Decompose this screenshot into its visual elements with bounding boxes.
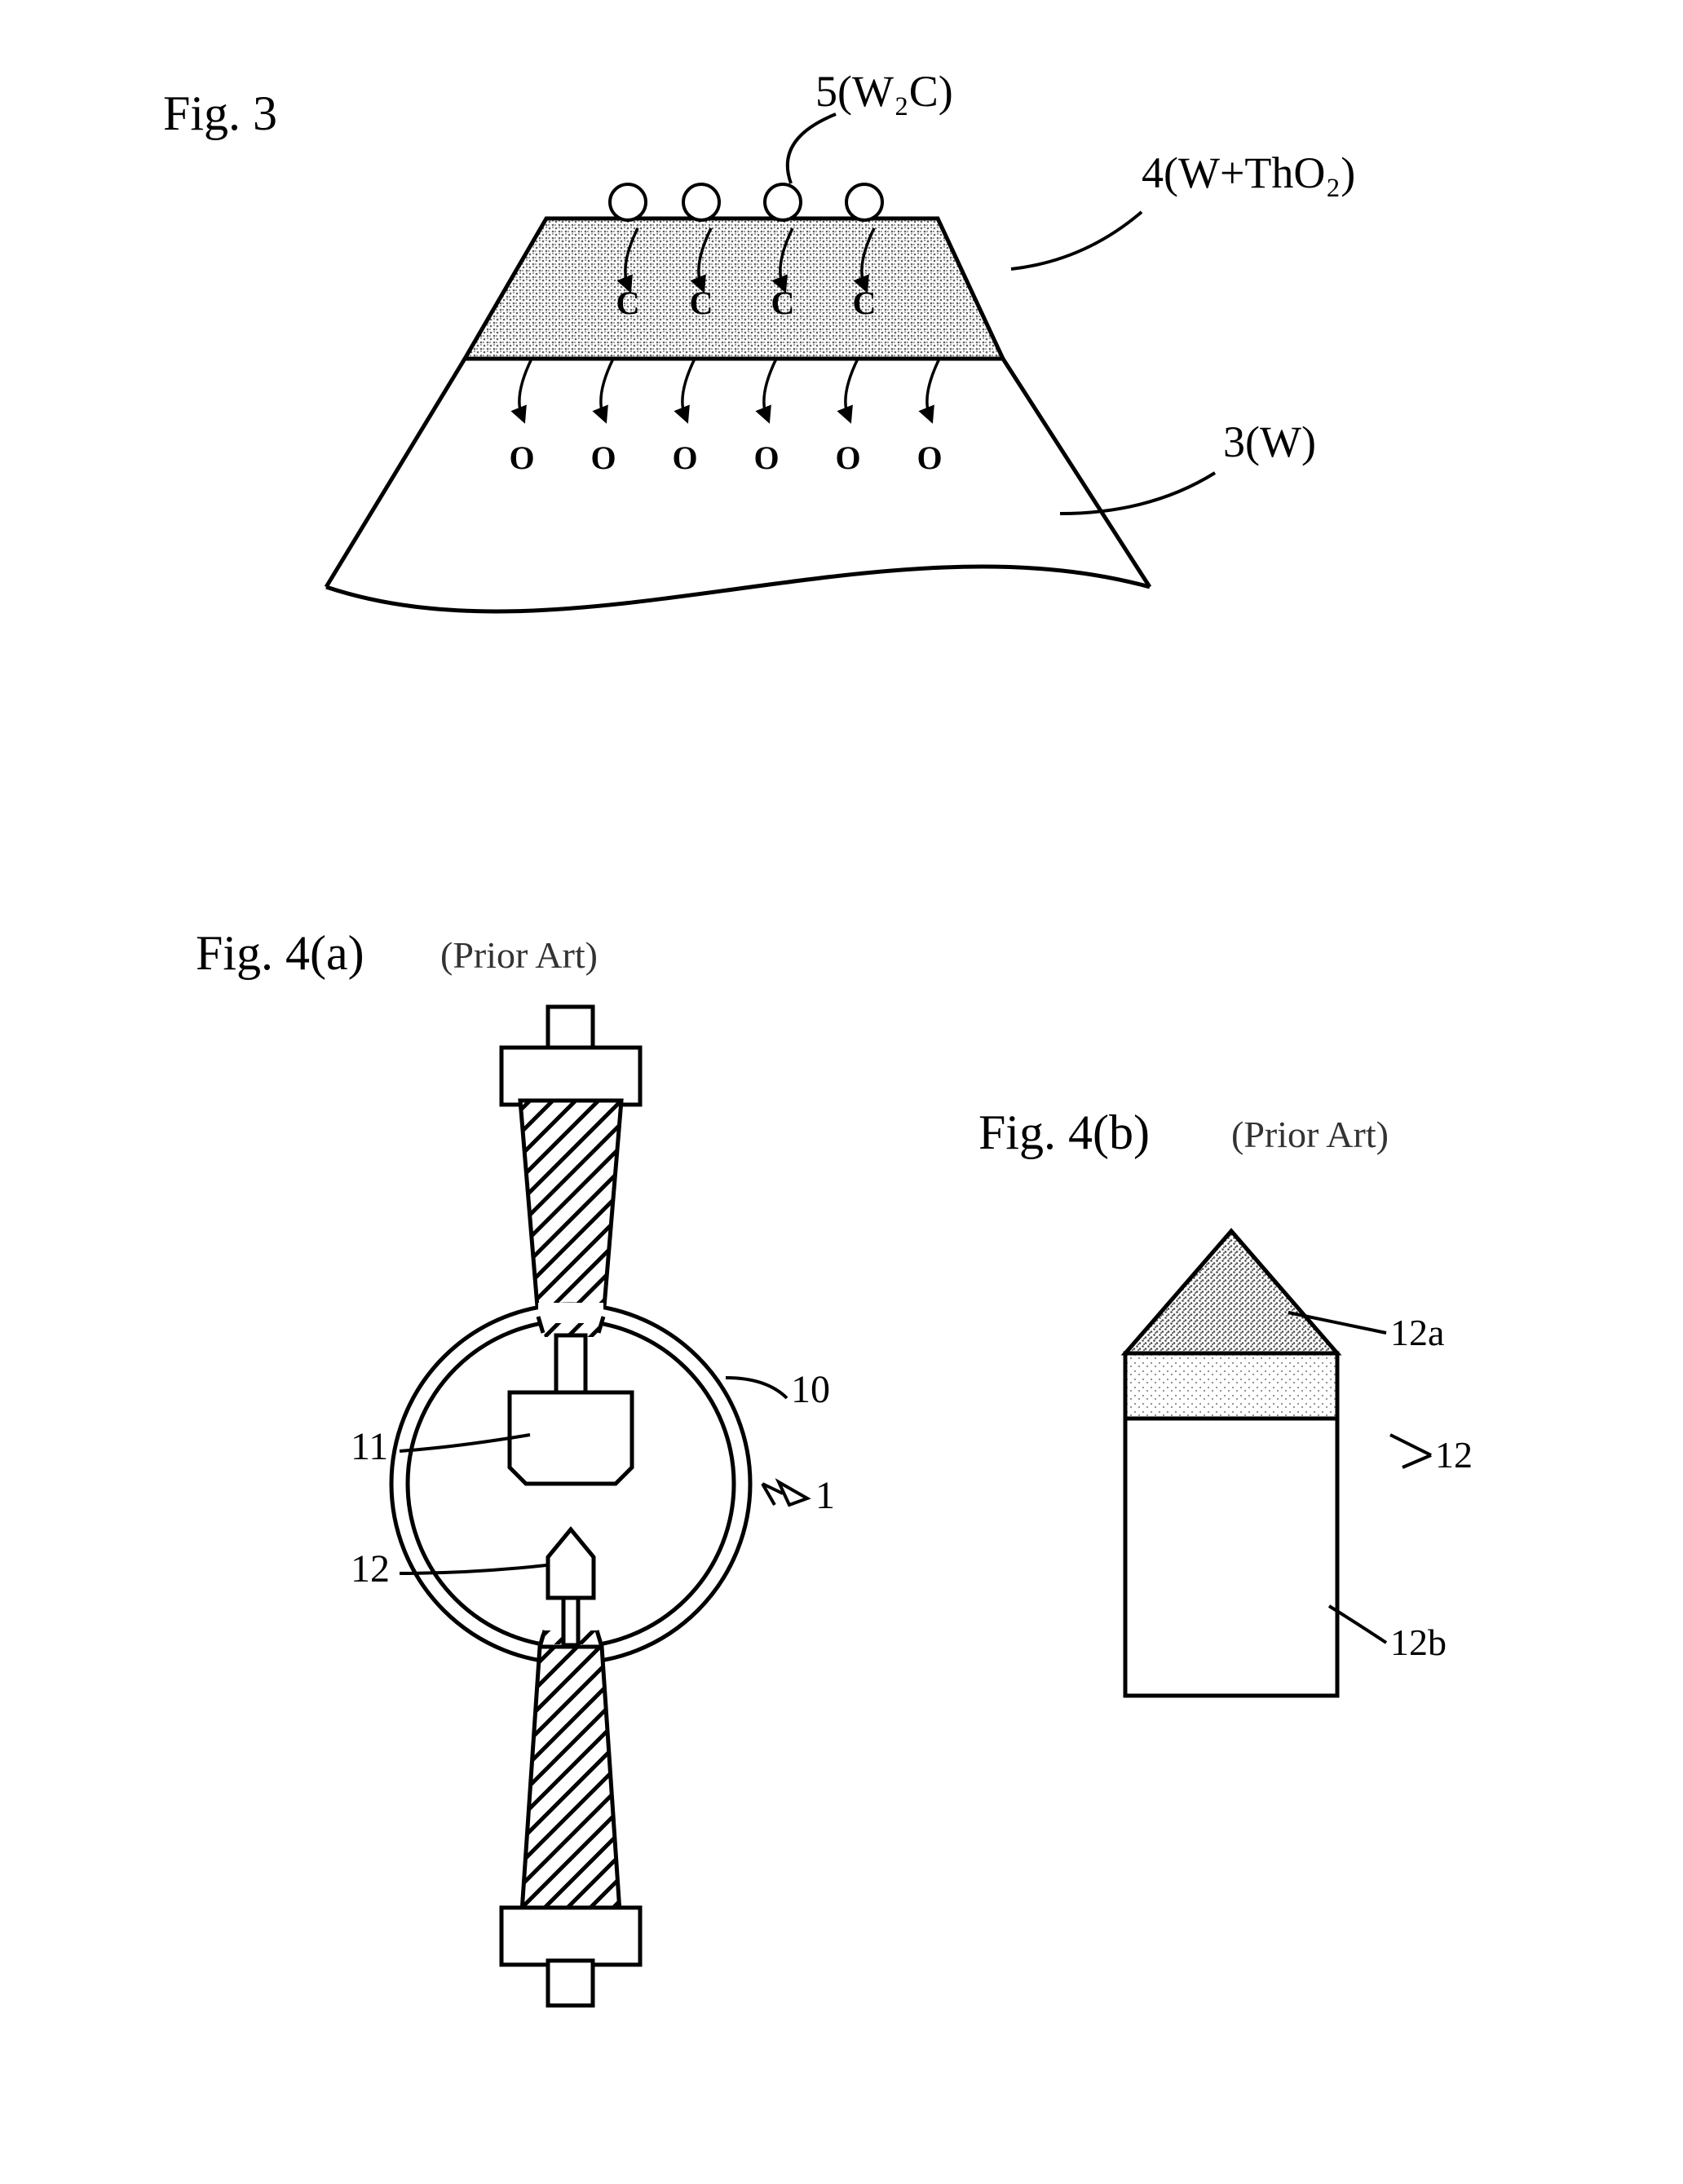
fig4b-diagram: 12a 12 12b	[1027, 1174, 1598, 1745]
fig3-title: Fig. 3	[163, 86, 277, 142]
fig4a-diagram: 10 1 11 12	[294, 995, 946, 2022]
fig4a-upper-cap	[501, 1048, 640, 1105]
fig3-leader-3	[1060, 473, 1215, 514]
diffusion-arrow	[927, 359, 939, 416]
fig3-label-4: 4(W+ThO₂)	[1142, 148, 1355, 197]
diffusion-letter: C	[616, 285, 640, 321]
fig4a-label-12: 12	[351, 1547, 390, 1591]
fig4a-upper-stem	[520, 1101, 621, 1317]
fig4b-label-12b: 12b	[1390, 1621, 1447, 1663]
diffusion-letter: C	[853, 285, 877, 321]
fig3-w2c-circles	[610, 184, 882, 220]
fig4a-upper-pin	[548, 1007, 593, 1052]
fig4a-prior-art: (Prior Art)	[440, 933, 598, 977]
w2c-particle	[765, 184, 801, 220]
fig4a-label-11: 11	[351, 1425, 388, 1468]
diffusion-arrow	[846, 359, 858, 416]
fig4a-label-10: 10	[791, 1368, 830, 1411]
fig4b-leader-12	[1390, 1435, 1431, 1467]
diffusion-letter: O	[753, 439, 779, 476]
diffusion-arrow	[601, 359, 613, 416]
w2c-particle	[683, 184, 719, 220]
fig4b-body	[1125, 1418, 1337, 1696]
diffusion-letter: O	[509, 439, 534, 476]
fig4b-prior-art: (Prior Art)	[1231, 1113, 1389, 1156]
fig4a-lower-pin	[548, 1961, 593, 2005]
fig3-wavy-cutoff	[326, 567, 1150, 611]
fig4a-title: Fig. 4(a)	[196, 925, 364, 982]
fig4a-label-1: 1	[815, 1474, 835, 1517]
fig3-left-side	[326, 359, 465, 587]
diffusion-letter: O	[672, 439, 697, 476]
diffusion-arrow	[682, 359, 695, 416]
fig3-leader-4	[1011, 212, 1142, 269]
fig3-right-side	[1003, 359, 1150, 587]
fig3-o-arrows: OOOOOO	[509, 359, 942, 476]
diffusion-arrow	[764, 359, 776, 416]
fig4b-label-12: 12	[1435, 1434, 1473, 1476]
w2c-particle	[846, 184, 882, 220]
fig4a-lower-stem	[522, 1647, 620, 1912]
fig4a-cathode-block	[510, 1392, 632, 1484]
diffusion-letter: C	[771, 285, 795, 321]
fig3-diagram: 5(W₂C) 4(W+ThO₂) 3(W) C C C C O O O O O O	[294, 57, 1419, 709]
fig4b-tip	[1125, 1231, 1337, 1353]
fig4a-cathode-stem	[556, 1335, 585, 1392]
fig4b-title: Fig. 4(b)	[978, 1105, 1150, 1161]
diffusion-letter: O	[835, 439, 860, 476]
fig3-label-3: 3(W)	[1223, 417, 1316, 466]
diffusion-letter: O	[917, 439, 942, 476]
diffusion-letter: C	[690, 285, 713, 321]
w2c-particle	[610, 184, 646, 220]
diffusion-letter: O	[590, 439, 616, 476]
diffusion-arrow	[519, 359, 532, 416]
fig3-leader-5	[788, 114, 836, 183]
fig3-label-5: 5(W₂C)	[815, 67, 953, 116]
fig4b-band	[1125, 1353, 1337, 1418]
fig3-thorium-region	[465, 218, 1003, 359]
fig4b-label-12a: 12a	[1390, 1312, 1444, 1353]
fig4a-leader-10	[726, 1378, 787, 1398]
fig4a-lower-cap	[501, 1908, 640, 1965]
